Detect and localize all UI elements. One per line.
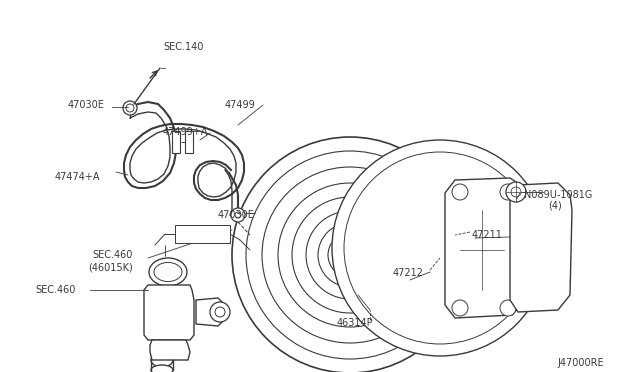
Ellipse shape (328, 233, 372, 277)
Circle shape (452, 300, 468, 316)
Ellipse shape (460, 210, 504, 290)
Text: (46015K): (46015K) (88, 263, 132, 273)
Text: 47212: 47212 (393, 268, 424, 278)
Text: J47000RE: J47000RE (557, 358, 604, 368)
Circle shape (506, 182, 526, 202)
Circle shape (342, 247, 358, 263)
Circle shape (511, 187, 521, 197)
Polygon shape (445, 178, 528, 318)
Ellipse shape (278, 183, 422, 327)
Ellipse shape (306, 211, 394, 299)
Circle shape (231, 208, 245, 222)
Polygon shape (150, 340, 190, 360)
Bar (185, 131, 193, 153)
Text: 47499+A: 47499+A (163, 127, 209, 137)
Text: SEC.140: SEC.140 (163, 42, 204, 52)
Text: 47499: 47499 (225, 100, 256, 110)
Circle shape (332, 140, 548, 356)
Ellipse shape (232, 137, 468, 372)
Circle shape (126, 104, 134, 112)
Ellipse shape (149, 258, 187, 286)
Ellipse shape (318, 223, 382, 287)
Circle shape (215, 307, 225, 317)
Bar (175, 225, 230, 243)
Text: N089U-1081G: N089U-1081G (524, 190, 593, 200)
Ellipse shape (246, 151, 454, 359)
Text: (4): (4) (548, 201, 562, 211)
Circle shape (344, 152, 536, 344)
Ellipse shape (337, 242, 363, 268)
Ellipse shape (525, 215, 561, 280)
Ellipse shape (154, 263, 182, 282)
Ellipse shape (262, 167, 438, 343)
Text: 47210: 47210 (175, 228, 206, 238)
Polygon shape (144, 285, 194, 340)
Ellipse shape (151, 353, 173, 367)
Polygon shape (510, 183, 572, 312)
Ellipse shape (151, 365, 173, 372)
Circle shape (210, 302, 230, 322)
Text: 46314P: 46314P (337, 318, 374, 328)
Ellipse shape (292, 197, 408, 313)
Circle shape (500, 300, 516, 316)
Bar (172, 131, 180, 153)
Circle shape (123, 101, 137, 115)
Text: 47474+A: 47474+A (55, 172, 100, 182)
Circle shape (235, 212, 241, 218)
Text: 47030E: 47030E (218, 210, 255, 220)
Circle shape (500, 184, 516, 200)
Circle shape (452, 184, 468, 200)
Polygon shape (196, 298, 222, 326)
Text: SEC.460: SEC.460 (92, 250, 132, 260)
Text: 47030E: 47030E (68, 100, 105, 110)
Text: SEC.460: SEC.460 (35, 285, 76, 295)
Circle shape (346, 251, 354, 259)
Text: 47211: 47211 (472, 230, 503, 240)
